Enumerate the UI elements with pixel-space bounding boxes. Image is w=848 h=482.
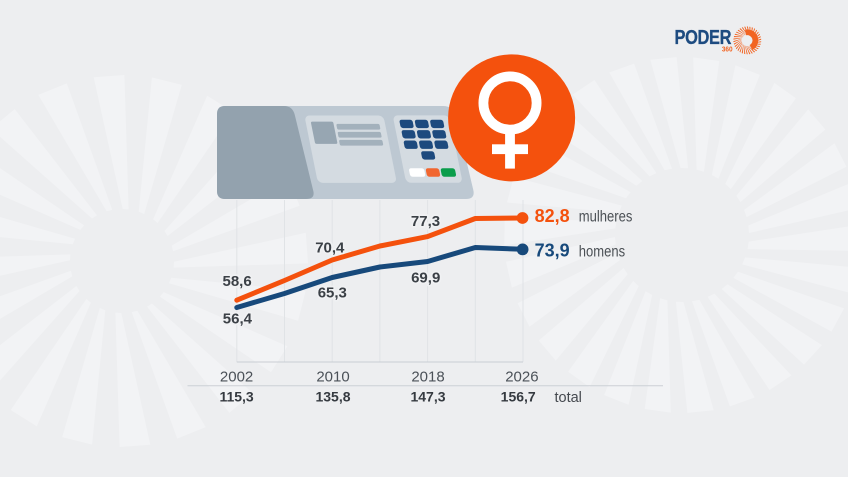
svg-text:2018: 2018	[411, 369, 444, 386]
svg-text:82,8: 82,8	[535, 206, 570, 226]
svg-text:2010: 2010	[316, 369, 349, 386]
svg-text:total: total	[555, 390, 582, 406]
svg-text:58,6: 58,6	[222, 273, 251, 290]
svg-text:homens: homens	[579, 244, 625, 261]
svg-text:2002: 2002	[220, 369, 253, 386]
svg-text:115,3: 115,3	[219, 388, 253, 404]
svg-text:65,3: 65,3	[318, 285, 347, 302]
svg-text:77,3: 77,3	[411, 213, 440, 230]
svg-text:135,8: 135,8	[315, 388, 350, 404]
svg-text:2026: 2026	[505, 369, 538, 386]
svg-text:56,4: 56,4	[223, 310, 253, 327]
svg-text:147,3: 147,3	[410, 388, 445, 404]
svg-text:PODER: PODER	[675, 25, 733, 48]
svg-text:70,4: 70,4	[315, 239, 345, 256]
svg-text:156,7: 156,7	[501, 388, 536, 404]
svg-text:69,9: 69,9	[411, 270, 440, 287]
svg-text:mulheres: mulheres	[579, 209, 633, 226]
svg-text:73,9: 73,9	[535, 241, 570, 261]
svg-text:360: 360	[722, 46, 733, 54]
